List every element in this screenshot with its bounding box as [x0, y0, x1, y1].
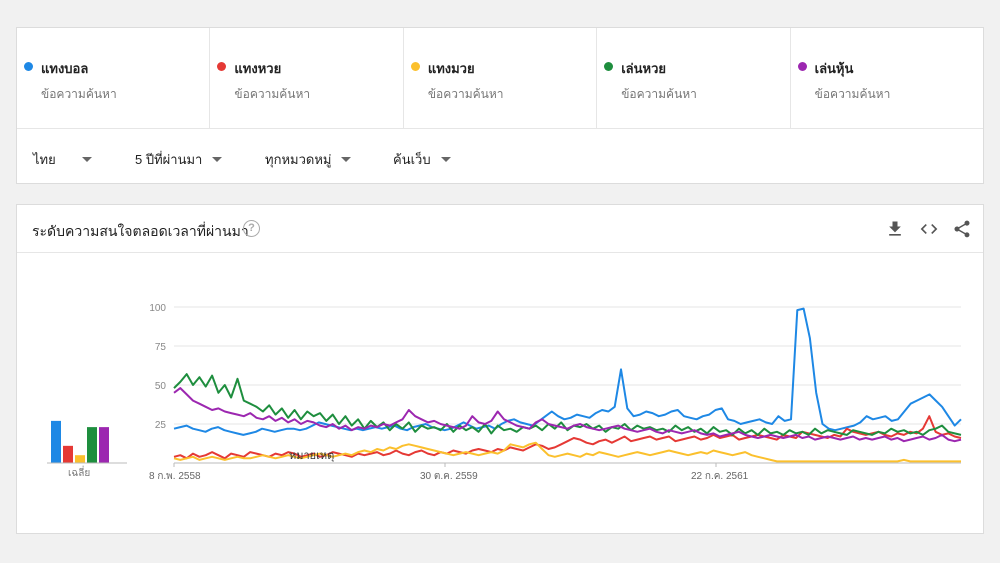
chart-gridlines [174, 306, 961, 464]
series-line[interactable] [173, 373, 962, 436]
term-color-dot [797, 62, 807, 71]
term-type: ข้อความค้นหา [427, 87, 504, 101]
term-name: แทงบอล [41, 61, 89, 76]
series-line[interactable] [173, 387, 962, 443]
chevron-down-icon [81, 157, 92, 162]
average-bar[interactable] [51, 420, 61, 463]
term-name: เล่นหวย [621, 61, 667, 76]
y-tick-label: 25 [155, 420, 167, 431]
time-range-label: 5 ปีที่ผ่านมา [135, 152, 203, 167]
comparison-panel: แทงบอล ข้อความค้นหา แทงหวย ข้อความค้นหา … [16, 27, 984, 184]
average-bar[interactable] [63, 445, 73, 463]
average-bar[interactable] [87, 427, 97, 463]
term-color-dot [24, 62, 33, 71]
term-color-dot [410, 62, 420, 71]
chevron-down-icon [440, 157, 451, 162]
average-label: เฉลี่ย [68, 465, 90, 479]
interest-over-time-panel: ระดับความสนใจตลอดเวลาที่ผ่านมา ? เฉลี่ย … [16, 204, 984, 534]
time-range-dropdown[interactable]: 5 ปีที่ผ่านมา [135, 149, 223, 170]
help-icon[interactable]: ? [243, 220, 260, 237]
term-card-4[interactable]: เล่นหวย ข้อความค้นหา [597, 28, 791, 128]
y-tick-label: 50 [155, 381, 167, 392]
term-type: ข้อความค้นหา [621, 87, 697, 101]
search-type-label: ค้นเว็บ [393, 152, 431, 167]
search-type-dropdown[interactable]: ค้นเว็บ [393, 149, 451, 170]
x-tick-label: 22 ก.ค. 2561 [691, 471, 749, 482]
x-tick-label: 8 ก.พ. 2558 [149, 471, 201, 482]
y-tick-label: 75 [155, 342, 167, 353]
term-color-dot [217, 62, 227, 71]
chevron-down-icon [341, 157, 352, 162]
term-type: ข้อความค้นหา [41, 87, 117, 101]
average-bar[interactable] [75, 455, 85, 463]
term-color-dot [604, 62, 614, 71]
average-bars: เฉลี่ย [47, 420, 127, 479]
category-label: ทุกหมวดหมู่ [265, 152, 332, 167]
chart-series [173, 307, 962, 463]
series-line[interactable] [173, 307, 962, 436]
embed-icon[interactable] [919, 219, 939, 239]
term-name: แทงหวย [234, 61, 282, 76]
download-icon[interactable] [885, 219, 905, 239]
term-card-3[interactable]: แทงมวย ข้อความค้นหา [404, 28, 598, 128]
x-tick-label: 30 ต.ค. 2559 [420, 471, 478, 482]
region-label: ไทย [33, 152, 56, 167]
chart-title: ระดับความสนใจตลอดเวลาที่ผ่านมา [32, 223, 249, 239]
y-axis-ticks: 100 75 50 25 [149, 303, 166, 431]
term-type: ข้อความค้นหา [234, 87, 311, 101]
share-icon[interactable] [952, 219, 972, 239]
term-card-2[interactable]: แทงหวย ข้อความค้นหา [210, 28, 404, 128]
filters-bar: ไทย 5 ปีที่ผ่านมา ทุกหมวดหมู่ ค้นเว็บ [17, 129, 983, 184]
term-name: เล่นหุ้น [814, 61, 854, 76]
term-type: ข้อความค้นหา [814, 87, 891, 101]
chart-header: ระดับความสนใจตลอดเวลาที่ผ่านมา ? [17, 205, 983, 253]
y-tick-label: 100 [149, 303, 166, 314]
average-bar[interactable] [99, 427, 109, 463]
chevron-down-icon [212, 157, 223, 162]
chart-annotation[interactable]: หมายเหตุ [289, 450, 334, 462]
x-axis-ticks: 8 ก.พ. 2558 30 ต.ค. 2559 22 ก.ค. 2561 [149, 463, 749, 482]
series-line[interactable] [173, 441, 961, 463]
interest-chart: เฉลี่ย 100 75 50 25 8 ก.พ. 2558 30 ต.ค. 2559… [47, 303, 962, 482]
category-dropdown[interactable]: ทุกหมวดหมู่ [265, 149, 352, 170]
region-dropdown[interactable]: ไทย [33, 149, 92, 170]
search-terms-row: แทงบอล ข้อความค้นหา แทงหวย ข้อความค้นหา … [17, 28, 983, 129]
term-name: แทงมวย [427, 61, 475, 76]
term-card-1[interactable]: แทงบอล ข้อความค้นหา [17, 28, 211, 128]
term-card-5[interactable]: เล่นหุ้น ข้อความค้นหา [791, 28, 983, 128]
